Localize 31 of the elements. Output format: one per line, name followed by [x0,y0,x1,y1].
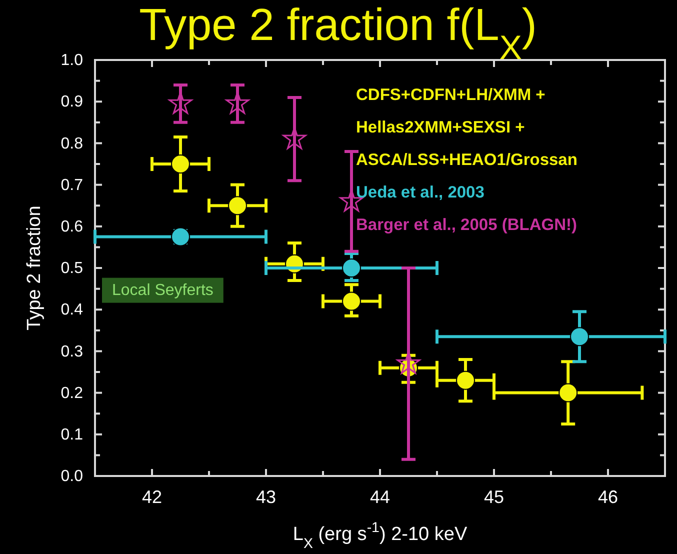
y-tick-label: 0.8 [60,135,84,152]
point [171,154,190,174]
point [228,196,247,216]
x-tick-label: 44 [370,486,390,507]
y-tick-label: 0.6 [60,218,84,236]
chart-title: Type 2 fraction f(L$_{X}$) [139,0,537,67]
y-tick-label: 1.0 [60,52,84,70]
y-tick-label: 0.9 [60,94,84,111]
y-tick-label: 0.1 [60,426,84,444]
point [558,383,578,402]
point [342,292,361,311]
annotation: Local Seyferts [112,282,214,299]
text: Ueda et al., 2003 [356,184,484,202]
text: CDFS+CDFN+LH/XMM + Hellas2XMM+SEXSI + ASCA/LSS+HEAO1/Grossan [356,86,578,169]
x-tick-label: 42 [142,486,162,507]
x-tick-label: 46 [598,486,618,507]
y-tick-label: 0.3 [60,343,84,360]
y-tick-label: 0.7 [60,176,84,194]
y-tick-label: 0.0 [60,468,84,486]
y-tick-label: 0.2 [60,384,84,402]
y-tick-label: 0.5 [60,260,84,278]
x-tick-label: 43 [256,486,276,507]
label-box: Local Seyferts [102,278,224,303]
point [570,327,589,346]
series-label: Barger et al., 2005 (BLAGN!) [356,216,577,234]
y-tick-label: 0.4 [60,302,84,319]
y-axis-title: Type 2 fraction [24,206,45,330]
x-axis-title: L$_{X}$ (erg s$^{-1}$) 2-10 keV [292,520,468,552]
point [342,258,361,278]
x-tick-label: 45 [484,486,504,507]
point [456,370,475,390]
